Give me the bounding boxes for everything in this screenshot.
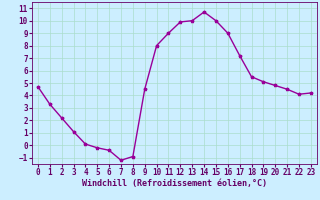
X-axis label: Windchill (Refroidissement éolien,°C): Windchill (Refroidissement éolien,°C) <box>82 179 267 188</box>
